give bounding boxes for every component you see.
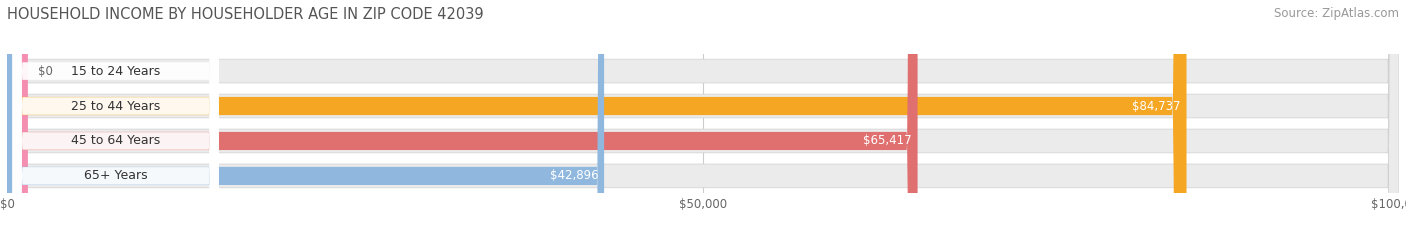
- Text: 15 to 24 Years: 15 to 24 Years: [70, 65, 160, 78]
- FancyBboxPatch shape: [7, 0, 28, 233]
- Text: 65+ Years: 65+ Years: [84, 169, 148, 182]
- FancyBboxPatch shape: [13, 0, 218, 233]
- Text: $84,737: $84,737: [1132, 99, 1181, 113]
- Text: Source: ZipAtlas.com: Source: ZipAtlas.com: [1274, 7, 1399, 20]
- Text: 25 to 44 Years: 25 to 44 Years: [70, 99, 160, 113]
- FancyBboxPatch shape: [13, 0, 218, 233]
- Text: $65,417: $65,417: [863, 134, 912, 147]
- FancyBboxPatch shape: [13, 0, 218, 233]
- Text: $0: $0: [38, 65, 52, 78]
- FancyBboxPatch shape: [7, 0, 1187, 233]
- Text: 45 to 64 Years: 45 to 64 Years: [70, 134, 160, 147]
- FancyBboxPatch shape: [7, 0, 1399, 233]
- FancyBboxPatch shape: [13, 0, 218, 233]
- Text: HOUSEHOLD INCOME BY HOUSEHOLDER AGE IN ZIP CODE 42039: HOUSEHOLD INCOME BY HOUSEHOLDER AGE IN Z…: [7, 7, 484, 22]
- FancyBboxPatch shape: [7, 0, 1399, 233]
- FancyBboxPatch shape: [7, 0, 1399, 233]
- FancyBboxPatch shape: [7, 0, 605, 233]
- Text: $42,896: $42,896: [550, 169, 599, 182]
- FancyBboxPatch shape: [7, 0, 1399, 233]
- FancyBboxPatch shape: [7, 0, 918, 233]
